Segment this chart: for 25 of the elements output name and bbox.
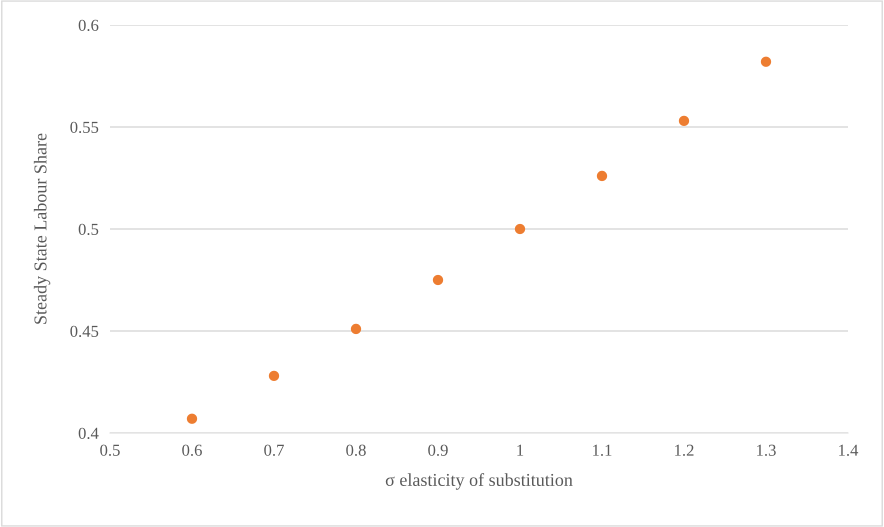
y-tick-label: 0.45 (70, 326, 98, 338)
point (760, 56, 772, 67)
point (678, 116, 690, 126)
y-tick-label: 0.4 (78, 428, 99, 440)
x-tick-label: 0.9 (428, 444, 448, 456)
point (432, 274, 444, 286)
y-tick-label: 0.6 (78, 20, 98, 32)
x-tick-label: 0.7 (264, 444, 284, 456)
point (268, 370, 280, 382)
x-tick-label: 1.2 (675, 444, 694, 456)
x-tick-label: 0.5 (100, 444, 120, 456)
x-tick-label: 1.1 (593, 444, 612, 456)
x-tick-label: 0.8 (346, 444, 366, 456)
x-tick-label: 0.6 (182, 444, 202, 456)
y-tick-label: 0.55 (70, 122, 98, 134)
point (350, 324, 362, 334)
x-tick-label: 1.4 (839, 444, 858, 456)
y-axis-title: Steady State Labour Share (34, 134, 50, 324)
point (514, 224, 526, 234)
point (596, 170, 608, 182)
x-tick-label: 1 (517, 444, 524, 456)
x-tick-label: 1.3 (757, 444, 776, 456)
point (186, 414, 198, 424)
y-tick-label: 0.5 (78, 224, 98, 236)
x-axis-title: σ elasticity of substitution (386, 473, 573, 490)
